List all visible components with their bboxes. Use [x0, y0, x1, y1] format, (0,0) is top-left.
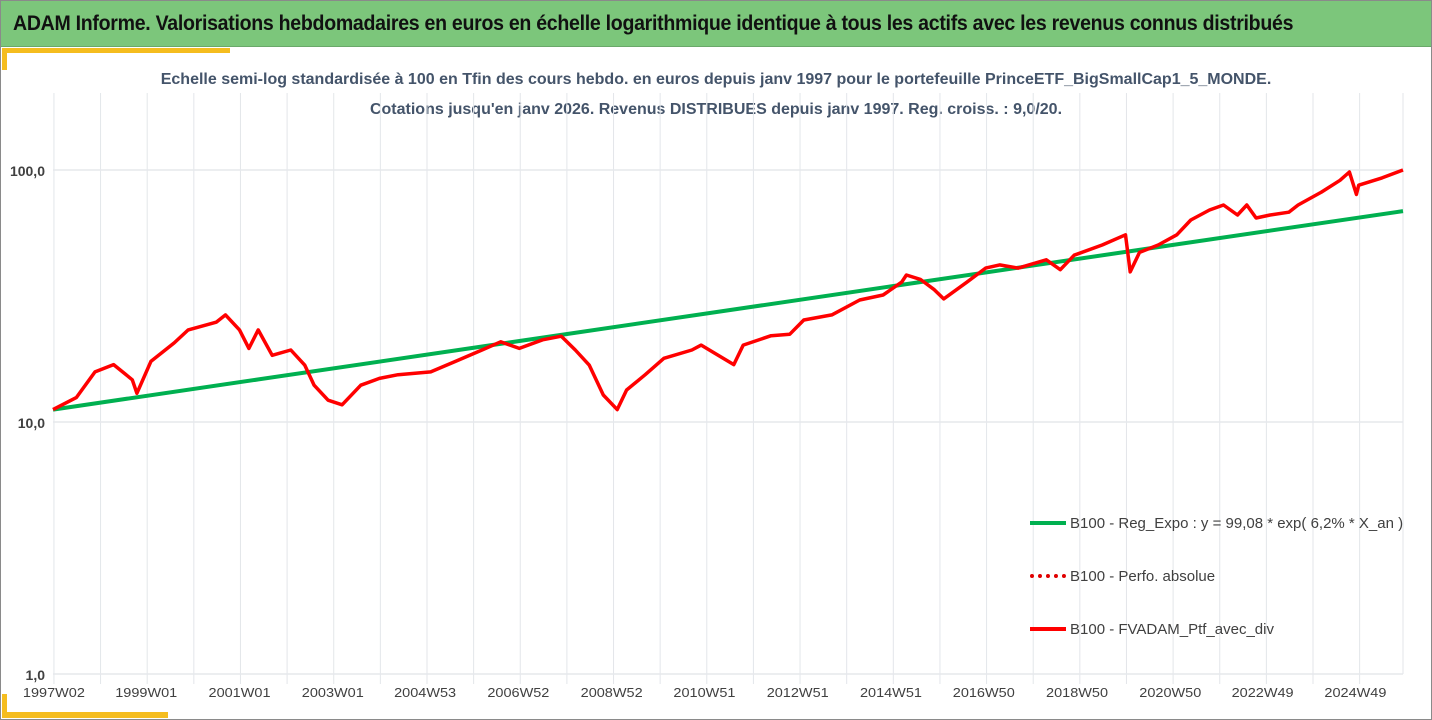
- legend-label: B100 - Reg_Expo : y = 99,08 * exp( 6,2% …: [1070, 514, 1404, 532]
- series-line-2: [52, 168, 1404, 412]
- y-tick-label: 1,0: [26, 667, 46, 683]
- x-tick-label: 1999W01: [115, 685, 177, 700]
- x-tick-label: 2004W53: [394, 685, 456, 700]
- accent-bar-bottom: [2, 712, 168, 718]
- x-tick-label: 2016W50: [953, 685, 1015, 700]
- x-tick-label: 2010W51: [673, 685, 735, 700]
- accent-bar-top-left: [2, 48, 7, 70]
- x-tick-label: 2014W51: [860, 685, 922, 700]
- chart-title-line-2: Cotations jusqu'en janv 2026. Revenus DI…: [369, 101, 1063, 118]
- x-tick-label: 2001W01: [209, 685, 271, 700]
- legend-item-regression[interactable]: B100 - Reg_Expo : y = 99,08 * exp( 6,2% …: [1030, 513, 1403, 533]
- y-tick-label: 10,0: [18, 415, 45, 431]
- legend-label: B100 - Perfo. absolue: [1070, 567, 1216, 585]
- x-tick-label: 2018W50: [1046, 685, 1108, 700]
- x-tick-label: 2008W52: [581, 685, 643, 700]
- x-tick-label: 2003W01: [302, 685, 364, 700]
- accent-bar-top: [2, 48, 230, 53]
- legend-swatch-dotted-line: [1030, 574, 1066, 578]
- x-tick-label: 1997W02: [23, 685, 85, 700]
- header-title: ADAM Informe. Valorisations hebdomadaire…: [13, 12, 1294, 35]
- x-tick-label: 2012W51: [767, 685, 829, 700]
- x-tick-label: 2006W52: [487, 685, 549, 700]
- legend-swatch-green-line: [1030, 521, 1066, 525]
- accent-bar-bottom-left: [2, 694, 7, 718]
- header-bar: ADAM Informe. Valorisations hebdomadaire…: [1, 1, 1431, 47]
- legend-item-perfo[interactable]: B100 - Perfo. absolue: [1030, 566, 1215, 586]
- chart-title-line-1: Echelle semi-log standardisée à 100 en T…: [160, 71, 1272, 88]
- y-tick-label: 100,0: [10, 163, 45, 179]
- legend-item-portfolio[interactable]: B100 - FVADAM_Ptf_avec_div: [1030, 619, 1274, 639]
- x-tick-label: 2020W50: [1139, 685, 1201, 700]
- x-tick-label: 2024W49: [1324, 685, 1386, 700]
- legend-swatch-red-line: [1030, 627, 1066, 631]
- series-line-0: [52, 209, 1404, 412]
- legend-label: B100 - FVADAM_Ptf_avec_div: [1070, 620, 1274, 638]
- x-tick-label: 2022W49: [1232, 685, 1294, 700]
